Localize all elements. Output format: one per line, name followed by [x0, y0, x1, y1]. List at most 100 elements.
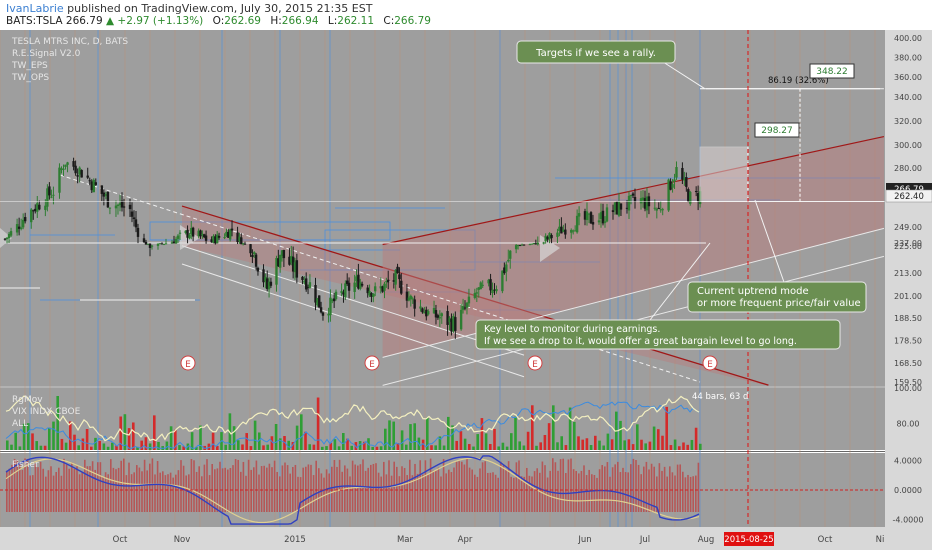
- price-tick-label: 237.00: [894, 239, 922, 248]
- fisher-bar: [268, 463, 271, 512]
- fisher-bar: [333, 460, 336, 512]
- fisher-bar: [68, 468, 70, 512]
- candle-body: [301, 276, 304, 280]
- svg-text:E: E: [707, 360, 713, 370]
- volume-bar: [300, 414, 303, 450]
- candle-body: [669, 181, 672, 190]
- author-link[interactable]: IvanLabrie: [6, 2, 64, 15]
- candle-body: [130, 211, 134, 217]
- candle-body: [314, 284, 317, 303]
- earnings-marker[interactable]: E: [180, 355, 196, 371]
- candle-body: [655, 209, 659, 211]
- fisher-bar: [164, 475, 167, 512]
- volume-bar: [652, 426, 656, 450]
- candle-body: [114, 205, 118, 209]
- fisher-bar: [362, 459, 364, 512]
- candle-body: [217, 235, 221, 238]
- fisher-bar: [180, 460, 182, 512]
- candle-body: [9, 231, 13, 236]
- fisher-bar: [429, 458, 432, 512]
- fisher-bar: [253, 467, 255, 512]
- fisher-bar: [515, 462, 518, 512]
- volume-bar: [661, 435, 664, 450]
- earnings-marker[interactable]: E: [364, 355, 380, 371]
- volume-bar: [94, 437, 97, 450]
- candle-body: [170, 242, 174, 244]
- candle-body: [60, 168, 63, 171]
- fisher-bar: [78, 474, 81, 512]
- candle-body: [275, 258, 278, 285]
- candle-body: [528, 244, 532, 246]
- volume-bar: [98, 441, 101, 450]
- fisher-bar: [619, 472, 622, 512]
- fisher-bar: [565, 473, 567, 512]
- targets-callout[interactable]: Targets if we see a rally.: [516, 40, 676, 64]
- volume-bar: [153, 415, 156, 450]
- fisher-bar: [24, 458, 26, 512]
- fisher-bar: [448, 469, 450, 512]
- time-tick-label: Nov: [174, 535, 191, 545]
- candle-body: [184, 230, 187, 234]
- candle-body: [120, 200, 124, 208]
- volume-bar: [447, 416, 450, 450]
- earnings-marker[interactable]: E: [527, 355, 543, 371]
- volume-bar: [501, 442, 505, 450]
- uptrend-callout[interactable]: Current uptrend mode or more frequent pr…: [687, 281, 867, 313]
- volume-bar: [144, 437, 148, 450]
- candle-body: [675, 167, 678, 178]
- fisher-bar: [427, 474, 429, 512]
- published-text: published on TradingView.com, July 30, 2…: [67, 2, 373, 15]
- candle-body: [122, 206, 126, 208]
- price-tick-label: 225.00: [894, 242, 922, 251]
- keylevel-callout[interactable]: Key level to monitor during earnings. If…: [475, 319, 841, 350]
- fisher-bar: [510, 476, 512, 512]
- volume-bar: [484, 433, 488, 450]
- fisher-bar: [640, 474, 642, 512]
- price-tick-label: 249.00: [894, 223, 922, 232]
- date-marker-label[interactable]: 2015-08-25: [724, 532, 774, 546]
- candle-body: [72, 161, 75, 167]
- price-axis[interactable]: [885, 30, 932, 527]
- fisher-bar: [367, 467, 369, 512]
- volume-bar: [85, 429, 89, 450]
- volume-bar: [589, 445, 593, 450]
- candle-body: [617, 201, 621, 216]
- volume-bar: [627, 439, 631, 450]
- fisher-bar: [310, 464, 312, 512]
- measured-move-label: 86.19 (32.6%): [768, 76, 829, 86]
- candle-body: [605, 207, 609, 222]
- fisher-bar: [299, 477, 302, 512]
- candle-body: [76, 175, 79, 177]
- volume-bar: [379, 446, 383, 450]
- fisher-bar: [570, 458, 572, 512]
- fisher-bar: [645, 461, 648, 512]
- fisher-bar: [531, 476, 533, 512]
- candle-body: [295, 260, 299, 278]
- price-chart[interactable]: 400.00 380.00 360.00 340.00 320.00 300.00 280.…: [0, 30, 932, 550]
- fisher-bar: [689, 476, 692, 512]
- up-arrow-icon: ▲: [105, 15, 115, 27]
- candle-body: [673, 179, 676, 182]
- earnings-marker[interactable]: E: [702, 355, 718, 371]
- fisher-bar: [669, 466, 671, 512]
- volume-bar: [421, 439, 425, 450]
- fisher-bar: [19, 463, 21, 512]
- volume-bar: [598, 440, 601, 450]
- volume-bar: [400, 430, 404, 450]
- candle-body: [74, 165, 77, 174]
- uptrend-text-2: or more frequent price/fair value: [697, 298, 861, 309]
- fisher-bar: [325, 469, 328, 512]
- candle-body: [178, 232, 182, 234]
- candle-body: [32, 210, 35, 212]
- fisher-bar: [656, 476, 658, 512]
- candle-body: [204, 235, 208, 241]
- candle-body: [80, 170, 83, 178]
- time-axis[interactable]: [0, 527, 932, 550]
- target-drawings: [0, 30, 885, 527]
- fisher-bar: [86, 466, 89, 512]
- volume-bar: [514, 416, 517, 450]
- volume-bar: [237, 440, 240, 450]
- candle-body: [450, 318, 453, 332]
- volume-bar: [190, 432, 194, 450]
- candle-body: [227, 231, 230, 238]
